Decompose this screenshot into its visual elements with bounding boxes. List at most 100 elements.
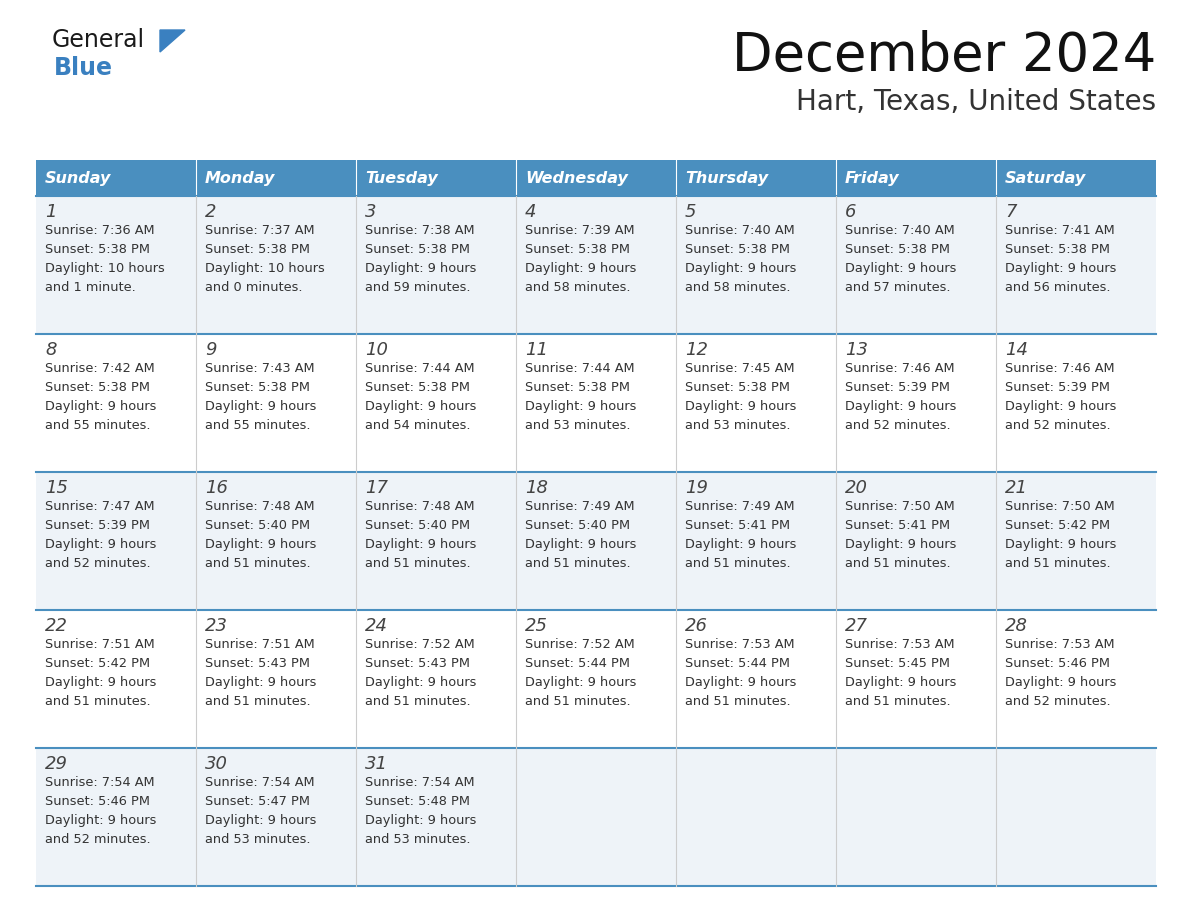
Text: 24: 24 <box>365 617 388 635</box>
Text: 15: 15 <box>45 479 68 497</box>
Text: 28: 28 <box>1005 617 1028 635</box>
Text: 21: 21 <box>1005 479 1028 497</box>
Text: 26: 26 <box>685 617 708 635</box>
Bar <box>676 196 836 334</box>
Text: 1: 1 <box>45 203 57 221</box>
Bar <box>836 196 996 334</box>
Text: 20: 20 <box>845 479 868 497</box>
Text: Sunrise: 7:40 AM
Sunset: 5:38 PM
Daylight: 9 hours
and 58 minutes.: Sunrise: 7:40 AM Sunset: 5:38 PM Dayligh… <box>685 224 796 294</box>
Text: Sunrise: 7:45 AM
Sunset: 5:38 PM
Daylight: 9 hours
and 53 minutes.: Sunrise: 7:45 AM Sunset: 5:38 PM Dayligh… <box>685 362 796 432</box>
Text: Sunrise: 7:49 AM
Sunset: 5:40 PM
Daylight: 9 hours
and 51 minutes.: Sunrise: 7:49 AM Sunset: 5:40 PM Dayligh… <box>525 500 637 570</box>
Text: 12: 12 <box>685 341 708 359</box>
Text: 31: 31 <box>365 755 388 773</box>
Bar <box>836 160 996 196</box>
Text: Sunrise: 7:44 AM
Sunset: 5:38 PM
Daylight: 9 hours
and 54 minutes.: Sunrise: 7:44 AM Sunset: 5:38 PM Dayligh… <box>365 362 476 432</box>
Bar <box>676 160 836 196</box>
Text: 23: 23 <box>206 617 228 635</box>
Text: Sunrise: 7:48 AM
Sunset: 5:40 PM
Daylight: 9 hours
and 51 minutes.: Sunrise: 7:48 AM Sunset: 5:40 PM Dayligh… <box>206 500 316 570</box>
Bar <box>516 610 676 748</box>
Bar <box>676 748 836 886</box>
Bar <box>356 334 516 472</box>
Text: Blue: Blue <box>53 56 113 80</box>
Bar <box>356 472 516 610</box>
Text: 18: 18 <box>525 479 548 497</box>
Text: 13: 13 <box>845 341 868 359</box>
Bar <box>516 472 676 610</box>
Text: Sunday: Sunday <box>45 171 112 185</box>
Text: Sunrise: 7:41 AM
Sunset: 5:38 PM
Daylight: 9 hours
and 56 minutes.: Sunrise: 7:41 AM Sunset: 5:38 PM Dayligh… <box>1005 224 1117 294</box>
Text: Saturday: Saturday <box>1005 171 1086 185</box>
Bar <box>356 160 516 196</box>
Text: 6: 6 <box>845 203 857 221</box>
Bar <box>356 748 516 886</box>
Text: Sunrise: 7:40 AM
Sunset: 5:38 PM
Daylight: 9 hours
and 57 minutes.: Sunrise: 7:40 AM Sunset: 5:38 PM Dayligh… <box>845 224 956 294</box>
Text: 25: 25 <box>525 617 548 635</box>
Bar <box>36 472 196 610</box>
Bar <box>356 196 516 334</box>
Polygon shape <box>160 30 185 52</box>
Text: 14: 14 <box>1005 341 1028 359</box>
Text: Sunrise: 7:46 AM
Sunset: 5:39 PM
Daylight: 9 hours
and 52 minutes.: Sunrise: 7:46 AM Sunset: 5:39 PM Dayligh… <box>845 362 956 432</box>
Text: Sunrise: 7:47 AM
Sunset: 5:39 PM
Daylight: 9 hours
and 52 minutes.: Sunrise: 7:47 AM Sunset: 5:39 PM Dayligh… <box>45 500 157 570</box>
Text: 10: 10 <box>365 341 388 359</box>
Text: 27: 27 <box>845 617 868 635</box>
Text: Sunrise: 7:38 AM
Sunset: 5:38 PM
Daylight: 9 hours
and 59 minutes.: Sunrise: 7:38 AM Sunset: 5:38 PM Dayligh… <box>365 224 476 294</box>
Text: Sunrise: 7:39 AM
Sunset: 5:38 PM
Daylight: 9 hours
and 58 minutes.: Sunrise: 7:39 AM Sunset: 5:38 PM Dayligh… <box>525 224 637 294</box>
Bar <box>676 610 836 748</box>
Bar <box>996 748 1156 886</box>
Bar <box>676 472 836 610</box>
Text: 8: 8 <box>45 341 57 359</box>
Bar <box>516 334 676 472</box>
Text: Monday: Monday <box>206 171 276 185</box>
Text: Sunrise: 7:42 AM
Sunset: 5:38 PM
Daylight: 9 hours
and 55 minutes.: Sunrise: 7:42 AM Sunset: 5:38 PM Dayligh… <box>45 362 157 432</box>
Text: 5: 5 <box>685 203 696 221</box>
Bar <box>836 610 996 748</box>
Bar <box>196 610 356 748</box>
Bar <box>996 196 1156 334</box>
Text: 3: 3 <box>365 203 377 221</box>
Text: Tuesday: Tuesday <box>365 171 437 185</box>
Bar <box>36 196 196 334</box>
Text: Sunrise: 7:50 AM
Sunset: 5:42 PM
Daylight: 9 hours
and 51 minutes.: Sunrise: 7:50 AM Sunset: 5:42 PM Dayligh… <box>1005 500 1117 570</box>
Bar <box>356 610 516 748</box>
Text: 30: 30 <box>206 755 228 773</box>
Bar <box>516 160 676 196</box>
Bar <box>36 610 196 748</box>
Text: 17: 17 <box>365 479 388 497</box>
Bar <box>516 748 676 886</box>
Text: Hart, Texas, United States: Hart, Texas, United States <box>796 88 1156 116</box>
Text: 19: 19 <box>685 479 708 497</box>
Bar <box>36 334 196 472</box>
Text: 16: 16 <box>206 479 228 497</box>
Text: Sunrise: 7:46 AM
Sunset: 5:39 PM
Daylight: 9 hours
and 52 minutes.: Sunrise: 7:46 AM Sunset: 5:39 PM Dayligh… <box>1005 362 1117 432</box>
Bar <box>996 472 1156 610</box>
Text: Sunrise: 7:43 AM
Sunset: 5:38 PM
Daylight: 9 hours
and 55 minutes.: Sunrise: 7:43 AM Sunset: 5:38 PM Dayligh… <box>206 362 316 432</box>
Text: 7: 7 <box>1005 203 1017 221</box>
Text: Sunrise: 7:48 AM
Sunset: 5:40 PM
Daylight: 9 hours
and 51 minutes.: Sunrise: 7:48 AM Sunset: 5:40 PM Dayligh… <box>365 500 476 570</box>
Text: Sunrise: 7:52 AM
Sunset: 5:43 PM
Daylight: 9 hours
and 51 minutes.: Sunrise: 7:52 AM Sunset: 5:43 PM Dayligh… <box>365 638 476 708</box>
Bar <box>196 196 356 334</box>
Text: 29: 29 <box>45 755 68 773</box>
Text: Sunrise: 7:52 AM
Sunset: 5:44 PM
Daylight: 9 hours
and 51 minutes.: Sunrise: 7:52 AM Sunset: 5:44 PM Dayligh… <box>525 638 637 708</box>
Text: Sunrise: 7:53 AM
Sunset: 5:45 PM
Daylight: 9 hours
and 51 minutes.: Sunrise: 7:53 AM Sunset: 5:45 PM Dayligh… <box>845 638 956 708</box>
Bar <box>196 748 356 886</box>
Bar <box>196 472 356 610</box>
Bar <box>836 748 996 886</box>
Text: Thursday: Thursday <box>685 171 769 185</box>
Text: Sunrise: 7:53 AM
Sunset: 5:44 PM
Daylight: 9 hours
and 51 minutes.: Sunrise: 7:53 AM Sunset: 5:44 PM Dayligh… <box>685 638 796 708</box>
Bar <box>36 748 196 886</box>
Text: 4: 4 <box>525 203 537 221</box>
Bar <box>836 334 996 472</box>
Bar <box>196 160 356 196</box>
Text: Sunrise: 7:49 AM
Sunset: 5:41 PM
Daylight: 9 hours
and 51 minutes.: Sunrise: 7:49 AM Sunset: 5:41 PM Dayligh… <box>685 500 796 570</box>
Text: Sunrise: 7:44 AM
Sunset: 5:38 PM
Daylight: 9 hours
and 53 minutes.: Sunrise: 7:44 AM Sunset: 5:38 PM Dayligh… <box>525 362 637 432</box>
Text: December 2024: December 2024 <box>732 30 1156 82</box>
Bar <box>676 334 836 472</box>
Text: Sunrise: 7:54 AM
Sunset: 5:46 PM
Daylight: 9 hours
and 52 minutes.: Sunrise: 7:54 AM Sunset: 5:46 PM Dayligh… <box>45 776 157 846</box>
Bar <box>36 160 196 196</box>
Bar <box>996 610 1156 748</box>
Text: 11: 11 <box>525 341 548 359</box>
Bar <box>996 160 1156 196</box>
Text: Wednesday: Wednesday <box>525 171 628 185</box>
Text: Sunrise: 7:51 AM
Sunset: 5:43 PM
Daylight: 9 hours
and 51 minutes.: Sunrise: 7:51 AM Sunset: 5:43 PM Dayligh… <box>206 638 316 708</box>
